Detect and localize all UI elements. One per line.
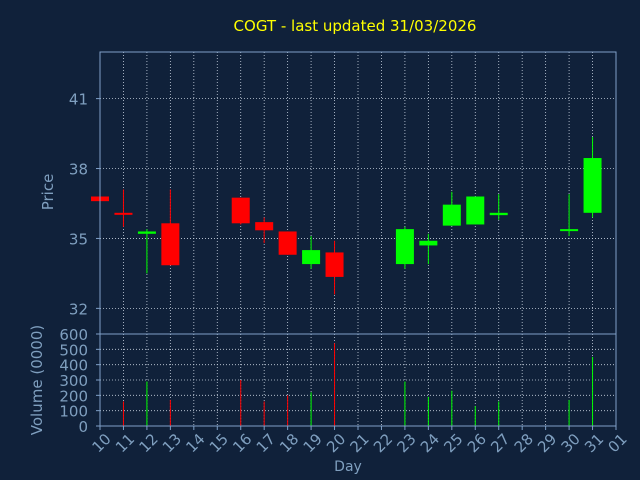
x-tick-label: 23: [393, 430, 419, 456]
candle-body: [255, 222, 274, 231]
candle-body: [161, 223, 180, 266]
price-tick-label: 41: [69, 91, 88, 109]
x-tick-label: 27: [487, 430, 513, 456]
candle-body: [442, 204, 461, 226]
x-tick-label: 10: [89, 430, 115, 456]
candle-body: [395, 229, 414, 265]
x-tick-label: 31: [581, 430, 607, 456]
volume-bars: [122, 343, 594, 426]
volume-tick-label: 600: [59, 326, 88, 344]
volume-tick-label: 400: [59, 357, 88, 375]
candle-body: [560, 229, 579, 232]
price-candles: [91, 137, 602, 295]
x-tick-label: 20: [323, 430, 349, 456]
x-tick-label: 01: [605, 430, 631, 456]
price-axis-label: Price: [39, 174, 57, 211]
x-tick-label: 24: [417, 430, 443, 456]
x-tick-label: 29: [534, 430, 560, 456]
volume-tick-label: 200: [59, 387, 88, 405]
x-tick-label: 25: [440, 430, 466, 456]
chart-title: COGT - last updated 31/03/2026: [234, 17, 477, 35]
x-tick-label: 17: [253, 430, 279, 456]
volume-tick-label: 500: [59, 341, 88, 359]
volume-tick-label: 100: [59, 403, 88, 421]
candle-body: [419, 240, 438, 246]
x-tick-label: 21: [347, 430, 373, 456]
price-tick-label: 38: [69, 161, 88, 179]
candle-body: [137, 231, 156, 234]
volume-axis-label: Volume (0000): [28, 325, 46, 435]
x-tick-label: 16: [229, 430, 255, 456]
x-tick-label: 28: [511, 430, 537, 456]
x-tick-label: 18: [276, 430, 302, 456]
price-tick-label: 32: [69, 300, 88, 318]
candle-body: [278, 231, 297, 255]
x-tick-label: 12: [135, 430, 161, 456]
candle-body: [489, 212, 508, 216]
volume-tick-label: 300: [59, 372, 88, 390]
candle-body: [325, 252, 344, 277]
x-tick-label: 15: [206, 430, 232, 456]
x-tick-label: 30: [558, 430, 584, 456]
x-tick-label: 13: [159, 430, 185, 456]
x-tick-label: 26: [464, 430, 490, 456]
volume-tick-label: 0: [78, 418, 88, 436]
x-tick-label: 14: [182, 430, 208, 456]
x-tick-label: 22: [370, 430, 396, 456]
candle-body: [583, 158, 602, 213]
tick-labels: 3235384101002003004005006001011121314151…: [59, 91, 630, 457]
candle-body: [466, 196, 485, 225]
candle-body: [302, 250, 321, 265]
x-tick-label: 11: [112, 430, 138, 456]
price-tick-label: 35: [69, 230, 88, 248]
x-axis-label: Day: [334, 459, 362, 475]
x-tick-label: 19: [300, 430, 326, 456]
candle-body: [231, 197, 250, 224]
candle-body: [114, 212, 133, 215]
